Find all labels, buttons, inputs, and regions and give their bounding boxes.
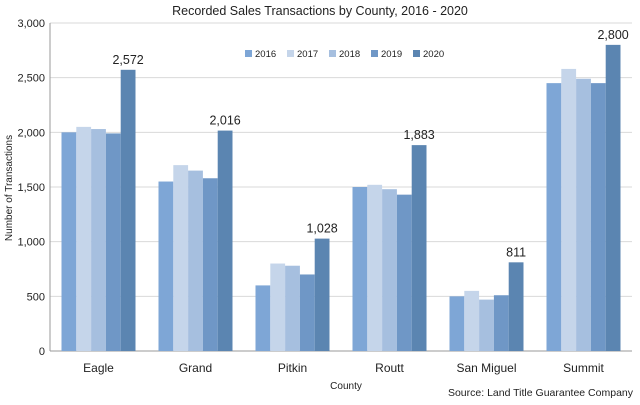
x-tick-label-grand: Grand xyxy=(179,361,212,375)
data-label-summit-2020: 2,800 xyxy=(597,28,628,42)
bar-eagle-2019 xyxy=(105,133,121,351)
y-axis-label: Number of Transactions xyxy=(4,135,15,241)
x-tick-label-eagle: Eagle xyxy=(83,361,114,375)
bar-routt-2019 xyxy=(396,194,412,351)
y-tick-label-2500: 2,500 xyxy=(17,73,45,85)
x-tick-label-pitkin: Pitkin xyxy=(278,361,307,375)
bar-summit-2017 xyxy=(561,68,577,352)
bar-grand-2020 xyxy=(217,130,233,351)
legend-label-2016: 2016 xyxy=(255,49,276,60)
data-label-pitkin-2020: 1,028 xyxy=(306,222,337,236)
y-tick-labels: 0 500 1,000 1,500 2,000 2,500 3,000 xyxy=(17,18,45,358)
bar-grand-2017 xyxy=(173,165,189,351)
bar-eagle-2016 xyxy=(61,132,77,351)
legend-swatch-2018 xyxy=(329,50,336,57)
bar-routt-2017 xyxy=(367,184,383,351)
y-tick-label-1500: 1,500 xyxy=(17,182,45,194)
data-label-routt-2020: 1,883 xyxy=(403,128,434,142)
legend-label-2019: 2019 xyxy=(381,49,402,60)
chart-title: Recorded Sales Transactions by County, 2… xyxy=(172,4,468,18)
data-label-eagle-2020: 2,572 xyxy=(112,53,143,67)
bar-pitkin-2017 xyxy=(270,263,286,351)
bar-summit-2020 xyxy=(605,44,621,351)
y-tick-label-500: 500 xyxy=(27,291,45,303)
bar-grand-2016 xyxy=(158,181,174,351)
bar-pitkin-2016 xyxy=(255,285,271,351)
bar-san-miguel-2019 xyxy=(493,295,509,351)
x-tick-label-san-miguel: San Miguel xyxy=(456,361,516,375)
x-tick-label-routt: Routt xyxy=(375,361,404,375)
y-tick-label-1000: 1,000 xyxy=(17,237,45,249)
bar-eagle-2018 xyxy=(91,129,106,351)
legend-swatch-2017 xyxy=(287,50,294,57)
legend-swatch-2019 xyxy=(371,50,378,57)
bar-eagle-2020 xyxy=(120,69,136,351)
y-tick-label-3000: 3,000 xyxy=(17,18,45,30)
bar-eagle-2017 xyxy=(76,126,92,351)
source-note: Source: Land Title Guarantee Company xyxy=(448,387,634,399)
legend: 2016 2017 2018 2019 2020 xyxy=(245,49,444,60)
bar-summit-2016 xyxy=(546,83,562,351)
bar-san-miguel-2020 xyxy=(508,262,524,351)
bar-pitkin-2019 xyxy=(299,274,315,351)
bar-pitkin-2020 xyxy=(314,238,330,351)
bar-san-miguel-2016 xyxy=(449,296,465,351)
y-tick-label-0: 0 xyxy=(39,346,45,358)
bar-summit-2018 xyxy=(576,78,591,351)
bars xyxy=(61,44,621,352)
bar-summit-2019 xyxy=(590,83,606,351)
y-tick-label-2000: 2,000 xyxy=(17,127,45,139)
data-label-grand-2020: 2,016 xyxy=(209,114,240,128)
bar-pitkin-2018 xyxy=(285,265,300,351)
data-labels: 2,572 2,016 1,028 1,883 811 2,800 xyxy=(112,28,628,259)
bar-san-miguel-2017 xyxy=(464,290,480,351)
bar-grand-2019 xyxy=(202,178,218,351)
bar-routt-2018 xyxy=(382,189,397,351)
legend-label-2017: 2017 xyxy=(297,49,318,60)
bar-routt-2020 xyxy=(411,145,427,351)
bar-san-miguel-2018 xyxy=(479,299,494,351)
x-tick-label-summit: Summit xyxy=(563,361,604,375)
data-label-san-miguel-2020: 811 xyxy=(506,245,526,259)
legend-swatch-2016 xyxy=(245,50,252,57)
bar-routt-2016 xyxy=(352,187,368,351)
legend-label-2020: 2020 xyxy=(423,49,444,60)
legend-swatch-2020 xyxy=(413,50,420,57)
legend-label-2018: 2018 xyxy=(339,49,360,60)
x-tick-labels: Eagle Grand Pitkin Routt San Miguel Summit xyxy=(83,361,604,375)
x-axis-label: County xyxy=(330,381,362,392)
bar-grand-2018 xyxy=(188,170,203,351)
gridlines xyxy=(49,22,632,352)
